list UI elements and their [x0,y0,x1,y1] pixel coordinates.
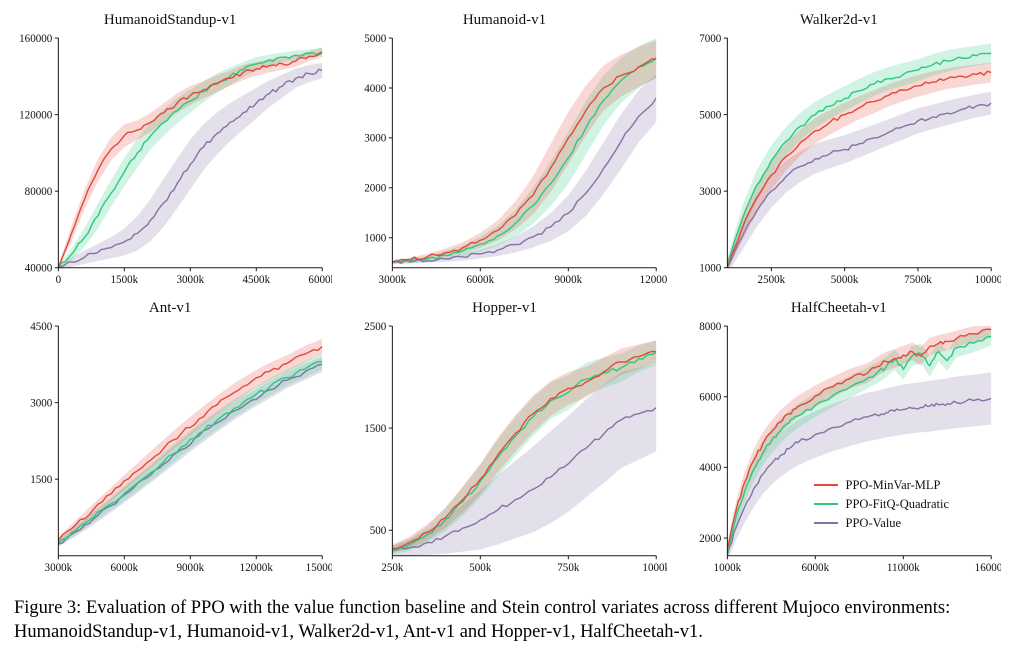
svg-text:5000: 5000 [365,33,388,45]
svg-text:6000k: 6000k [111,562,139,574]
plot-hopper-v1: 250k 500k 750k 1000k 500 1500 2500 [365,321,667,574]
svg-text:1500: 1500 [30,474,53,486]
chart-humanoid-v1: Humanoid-v1 3000k 6000k 9000k 12000k 1000 200… [342,10,667,298]
chart-title-humanoidstandup: HumanoidStandup-v1 [103,12,237,28]
svg-text:3000: 3000 [365,133,388,145]
chart-title-walker2d: Walker2d-v1 [799,12,878,28]
svg-text:4500: 4500 [30,321,53,333]
legend-item-fitq: PPO-FitQ-Quadratic [813,496,949,511]
svg-text:12000k: 12000k [640,274,667,286]
svg-text:5000k: 5000k [830,274,858,286]
svg-text:1000k: 1000k [713,562,741,574]
svg-text:750k: 750k [558,562,581,574]
figure-caption: Figure 3: Evaluation of PPO with the val… [14,597,951,642]
legend-item-value: PPO-Value [813,515,949,530]
plot-halfcheetah-v1: 1000k 6000k 11000k 16000k 2000 4000 6000 8000 [699,321,1001,574]
legend-line-red [813,484,838,487]
svg-text:10000k: 10000k [974,274,1001,286]
chart-title-halfcheetah: HalfCheetah-v1 [790,299,887,316]
svg-text:6000: 6000 [699,392,722,404]
svg-text:4000: 4000 [699,462,722,474]
legend-label-value: PPO-Value [845,515,902,530]
svg-text:250k: 250k [382,562,405,574]
chart-halfcheetah-v1: HalfCheetah-v1 1000k 6000k 11000k 16000k 200… [677,298,1001,586]
svg-text:7500k: 7500k [904,274,932,286]
svg-text:6000k: 6000k [308,274,332,286]
svg-text:3000: 3000 [30,397,53,409]
legend-line-purple [813,522,838,525]
svg-text:1500: 1500 [365,423,388,435]
svg-text:8000: 8000 [699,321,722,333]
figure-grid: HumanoidStandup-v1 0 1500k 3000k 4500k 6000k… [8,10,1001,586]
svg-text:0: 0 [56,274,62,286]
svg-text:9000k: 9000k [176,562,204,574]
svg-text:40000: 40000 [25,263,53,275]
chart-hopper-v1: Hopper-v1 250k 500k 750k 1000k 500 1500 2500 [342,298,667,586]
legend-item-minvar: PPO-MinVar-MLP [813,477,949,492]
svg-text:2000: 2000 [699,533,722,545]
legend: PPO-MinVar-MLP PPO-FitQ-Quadratic PPO-Va… [813,477,949,530]
legend-label-minvar: PPO-MinVar-MLP [845,477,941,492]
svg-text:160000: 160000 [19,33,53,45]
svg-text:1000: 1000 [699,263,722,275]
svg-text:1500k: 1500k [111,274,139,286]
svg-text:2500k: 2500k [757,274,785,286]
svg-text:2500: 2500 [365,321,388,333]
plot-walker2d-v1: 2500k 5000k 7500k 10000k 1000 3000 5000 7000 [699,33,1001,286]
svg-text:3000: 3000 [699,186,722,198]
chart-title-ant: Ant-v1 [148,299,192,316]
svg-text:5000: 5000 [699,109,722,121]
plot-humanoid-v1: 3000k 6000k 9000k 12000k 1000 2000 3000 4000 500… [365,33,667,286]
plot-ant-v1: 3000k 6000k 9000k 12000k 15000k 1500 3000 4500 [30,321,333,574]
chart-title-hopper: Hopper-v1 [472,299,537,316]
svg-text:4500k: 4500k [242,274,270,286]
chart-walker2d-v1: Walker2d-v1 2500k 5000k 7500k 10000k 1000 300… [677,10,1001,298]
svg-text:15000k: 15000k [306,562,333,574]
svg-text:80000: 80000 [25,186,53,198]
svg-text:7000: 7000 [699,33,722,45]
chart-humanoidstandup-v1: HumanoidStandup-v1 0 1500k 3000k 4500k 6000k… [8,10,332,298]
svg-text:11000k: 11000k [887,562,920,574]
svg-text:3000k: 3000k [176,274,204,286]
svg-text:3000k: 3000k [379,274,407,286]
svg-text:6000k: 6000k [467,274,495,286]
svg-text:9000k: 9000k [555,274,583,286]
svg-text:500k: 500k [470,562,493,574]
svg-text:3000k: 3000k [45,562,73,574]
svg-text:2000: 2000 [365,183,388,195]
svg-text:1000: 1000 [365,233,388,245]
svg-text:4000: 4000 [365,83,388,95]
legend-label-fitq: PPO-FitQ-Quadratic [845,496,949,511]
svg-text:1000k: 1000k [643,562,667,574]
svg-text:16000k: 16000k [974,562,1001,574]
plot-humanoidstandup-v1: 0 1500k 3000k 4500k 6000k 40000 80000 120000 160… [19,33,332,286]
svg-text:500: 500 [370,525,387,537]
svg-text:6000k: 6000k [801,562,829,574]
chart-ant-v1: Ant-v1 3000k6000k9000k12000k15000k150030… [8,298,332,586]
svg-text:12000k: 12000k [240,562,274,574]
legend-line-green [813,503,838,506]
svg-text:120000: 120000 [19,109,53,121]
chart-title-humanoid: Humanoid-v1 [462,12,547,28]
